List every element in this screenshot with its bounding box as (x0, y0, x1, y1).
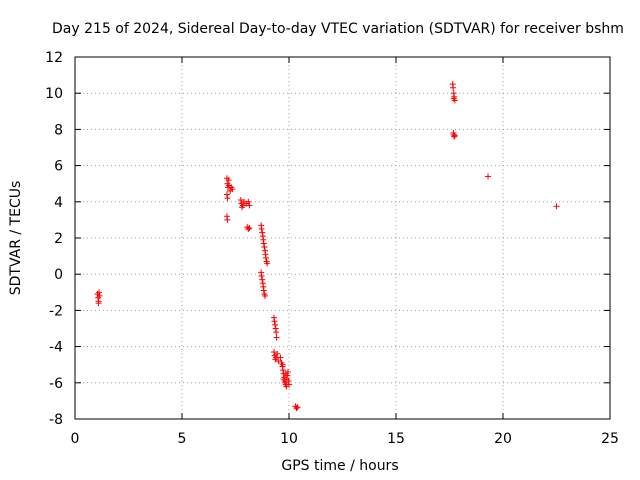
y-tick-label: 0 (54, 267, 63, 283)
y-tick-label: -6 (49, 376, 63, 392)
data-point (553, 203, 560, 210)
data-point (224, 195, 231, 202)
data-point (293, 405, 300, 412)
data-point (280, 367, 287, 374)
data-point (237, 196, 244, 203)
x-tick-label: 20 (494, 431, 512, 447)
y-tick-label: 2 (54, 231, 63, 247)
data-point (223, 191, 230, 198)
y-tick-label: 4 (54, 195, 63, 211)
data-point (286, 381, 292, 388)
chart-title: Day 215 of 2024, Sidereal Day-to-day VTE… (52, 21, 624, 37)
data-point (294, 404, 301, 411)
data-point (273, 334, 280, 341)
data-point (262, 254, 269, 261)
y-tick-label: 10 (45, 86, 63, 102)
data-point (485, 173, 492, 180)
tick-labels: 0 5 10 15 20 25 -8 -6 -4 -2 0 2 4 6 8 10 12 (45, 50, 619, 447)
data-point (245, 225, 252, 232)
data-point (450, 95, 457, 102)
data-point (271, 318, 278, 325)
data-point (264, 260, 271, 267)
data-point (246, 225, 253, 232)
data-point (224, 216, 231, 223)
data-point (282, 370, 289, 377)
y-tick-label: -4 (49, 340, 63, 356)
y-tick-label: 12 (45, 50, 63, 66)
x-axis-title: GPS time / hours (281, 458, 398, 474)
data-point (273, 329, 280, 336)
x-tick-label: 25 (601, 431, 619, 447)
axis-ticks (74, 56, 611, 420)
data-point (259, 229, 266, 236)
data-point (451, 132, 458, 139)
data-point (450, 84, 457, 91)
data-point (260, 240, 267, 247)
y-tick-label: -2 (49, 303, 63, 319)
data-point (272, 321, 279, 328)
data-point (274, 350, 281, 357)
data-point (95, 289, 102, 296)
data-point (260, 287, 267, 294)
x-tick-label: 15 (387, 431, 405, 447)
x-tick-label: 0 (71, 431, 80, 447)
data-point (275, 358, 282, 365)
data-point (225, 177, 232, 184)
data-point (95, 300, 102, 307)
grid (75, 57, 610, 419)
data-point (262, 292, 269, 299)
y-tick-label: 6 (54, 159, 63, 175)
data-point (239, 202, 246, 209)
y-tick-label: 8 (54, 122, 63, 138)
data-point (277, 354, 284, 361)
x-tick-label: 10 (280, 431, 298, 447)
data-point (246, 202, 253, 209)
data-point (96, 292, 103, 299)
data-point (258, 273, 265, 280)
data-point (258, 225, 265, 232)
data-points (94, 81, 560, 412)
data-point (229, 186, 236, 193)
data-point (245, 198, 252, 205)
data-point (259, 276, 266, 283)
data-point (261, 244, 268, 251)
data-point (271, 349, 278, 356)
data-point (279, 361, 286, 368)
y-axis-title: SDTVAR / TECUs (8, 181, 24, 296)
data-point (280, 376, 287, 383)
x-tick-label: 5 (178, 431, 187, 447)
data-point (451, 133, 458, 140)
y-tick-label: -8 (49, 412, 63, 428)
